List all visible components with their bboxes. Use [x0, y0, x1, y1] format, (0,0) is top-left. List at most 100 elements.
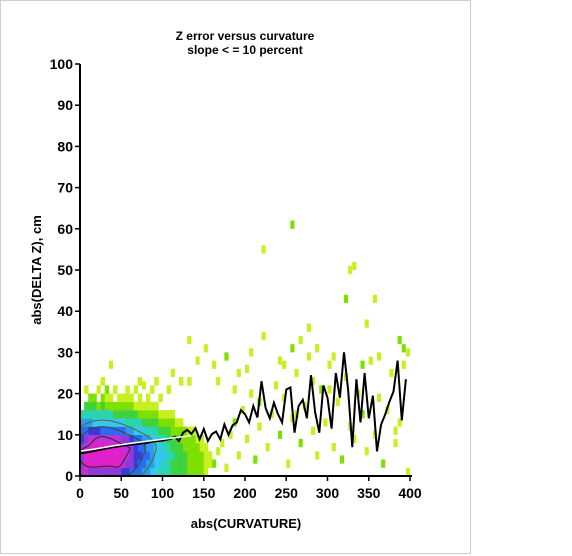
- density-cell: [80, 410, 85, 419]
- y-tick-label: 10: [57, 427, 73, 443]
- x-axis-label: abs(CURVATURE): [191, 516, 302, 531]
- density-cell: [162, 443, 167, 452]
- sparse-point: [306, 323, 312, 332]
- density-cell: [141, 426, 147, 436]
- density-cell: [187, 467, 192, 477]
- density-cell: [113, 459, 118, 469]
- density-cell: [146, 459, 151, 469]
- sparse-point: [368, 356, 373, 365]
- density-cell: [121, 451, 126, 460]
- density-cell: [162, 451, 167, 460]
- density-cell: [88, 467, 93, 477]
- density-cell: [92, 401, 97, 411]
- density-cell: [92, 459, 97, 469]
- density-cell: [100, 426, 106, 436]
- density-cell: [141, 443, 147, 452]
- sparse-point: [319, 385, 324, 394]
- density-cell: [125, 443, 130, 452]
- density-cell: [162, 410, 167, 419]
- y-ticks: 0 10 20 30 40 50 60 70 80 90 100: [50, 56, 80, 484]
- density-cell: [133, 410, 139, 419]
- density-cell: [117, 451, 122, 460]
- density-cell: [166, 410, 172, 419]
- density-cell: [129, 401, 134, 411]
- density-cell: [137, 410, 143, 419]
- sparse-point: [364, 319, 369, 328]
- y-tick-label: 0: [65, 468, 73, 484]
- density-cell: [100, 393, 106, 403]
- density-cell: [166, 426, 172, 436]
- density-cell: [150, 385, 155, 394]
- density-cell: [100, 401, 106, 411]
- density-cell: [146, 434, 151, 444]
- sparse-point: [331, 443, 336, 452]
- density-cell: [96, 434, 101, 444]
- density-cell: [129, 393, 134, 403]
- density-cell: [141, 418, 147, 427]
- y-tick-label: 100: [50, 56, 74, 72]
- density-cell: [179, 443, 184, 452]
- sparse-point: [261, 331, 266, 341]
- density-cell: [108, 426, 114, 436]
- density-cell: [162, 459, 167, 469]
- density-cell: [146, 410, 151, 419]
- sparse-point: [331, 352, 336, 361]
- x-tick-label: 0: [76, 485, 84, 501]
- density-cell: [80, 443, 85, 452]
- sparse-point: [212, 459, 217, 468]
- sparse-point: [360, 410, 365, 419]
- density-cell: [170, 410, 176, 419]
- density-cell: [92, 443, 97, 452]
- density-cell: [146, 426, 151, 436]
- density-cell: [125, 451, 130, 460]
- cluster-mean-line: [79, 434, 192, 453]
- density-cell: [108, 401, 114, 411]
- density-cell: [207, 459, 213, 469]
- density-cell: [150, 401, 155, 411]
- density-cell: [96, 410, 101, 419]
- density-cell: [80, 459, 85, 469]
- density-cell: [195, 451, 200, 460]
- density-cell: [100, 418, 106, 427]
- density-cell: [137, 418, 143, 427]
- y-axis-label: abs(DELTA Z), cm: [29, 215, 44, 325]
- sparse-point: [141, 381, 147, 390]
- density-cell: [137, 426, 143, 436]
- density-cell: [92, 467, 97, 477]
- density-cell: [162, 426, 167, 436]
- density-cell: [170, 459, 176, 469]
- density-cell: [150, 459, 155, 469]
- density-cell: [121, 443, 126, 452]
- sparse-point: [212, 360, 217, 369]
- sparse-point: [393, 438, 398, 448]
- density-cell: [88, 459, 93, 469]
- density-cell: [137, 443, 143, 452]
- sparse-point: [348, 265, 353, 275]
- density-cell: [154, 401, 159, 411]
- sparse-point: [393, 426, 398, 435]
- density-cell: [84, 467, 89, 477]
- density-cell: [166, 443, 172, 452]
- density-cell: [80, 467, 85, 477]
- density-cell: [146, 443, 151, 452]
- y-tick-label: 60: [57, 221, 73, 237]
- sparse-point: [327, 385, 332, 394]
- density-cell: [80, 434, 85, 444]
- sparse-point: [224, 352, 229, 361]
- density-cell: [170, 443, 176, 452]
- density-cell: [203, 459, 209, 469]
- density-cell: [199, 459, 205, 469]
- density-cell: [133, 418, 139, 427]
- density-cell: [154, 410, 159, 419]
- density-cell: [146, 418, 151, 427]
- density-cell: [195, 443, 200, 452]
- density-cell: [179, 451, 184, 460]
- sparse-point: [187, 335, 192, 345]
- density-cell: [96, 401, 101, 411]
- line-layer: [79, 352, 407, 455]
- density-cell: [187, 434, 192, 444]
- sparse-point: [315, 344, 320, 353]
- x-tick-label: 150: [192, 485, 216, 501]
- density-cell: [96, 451, 101, 460]
